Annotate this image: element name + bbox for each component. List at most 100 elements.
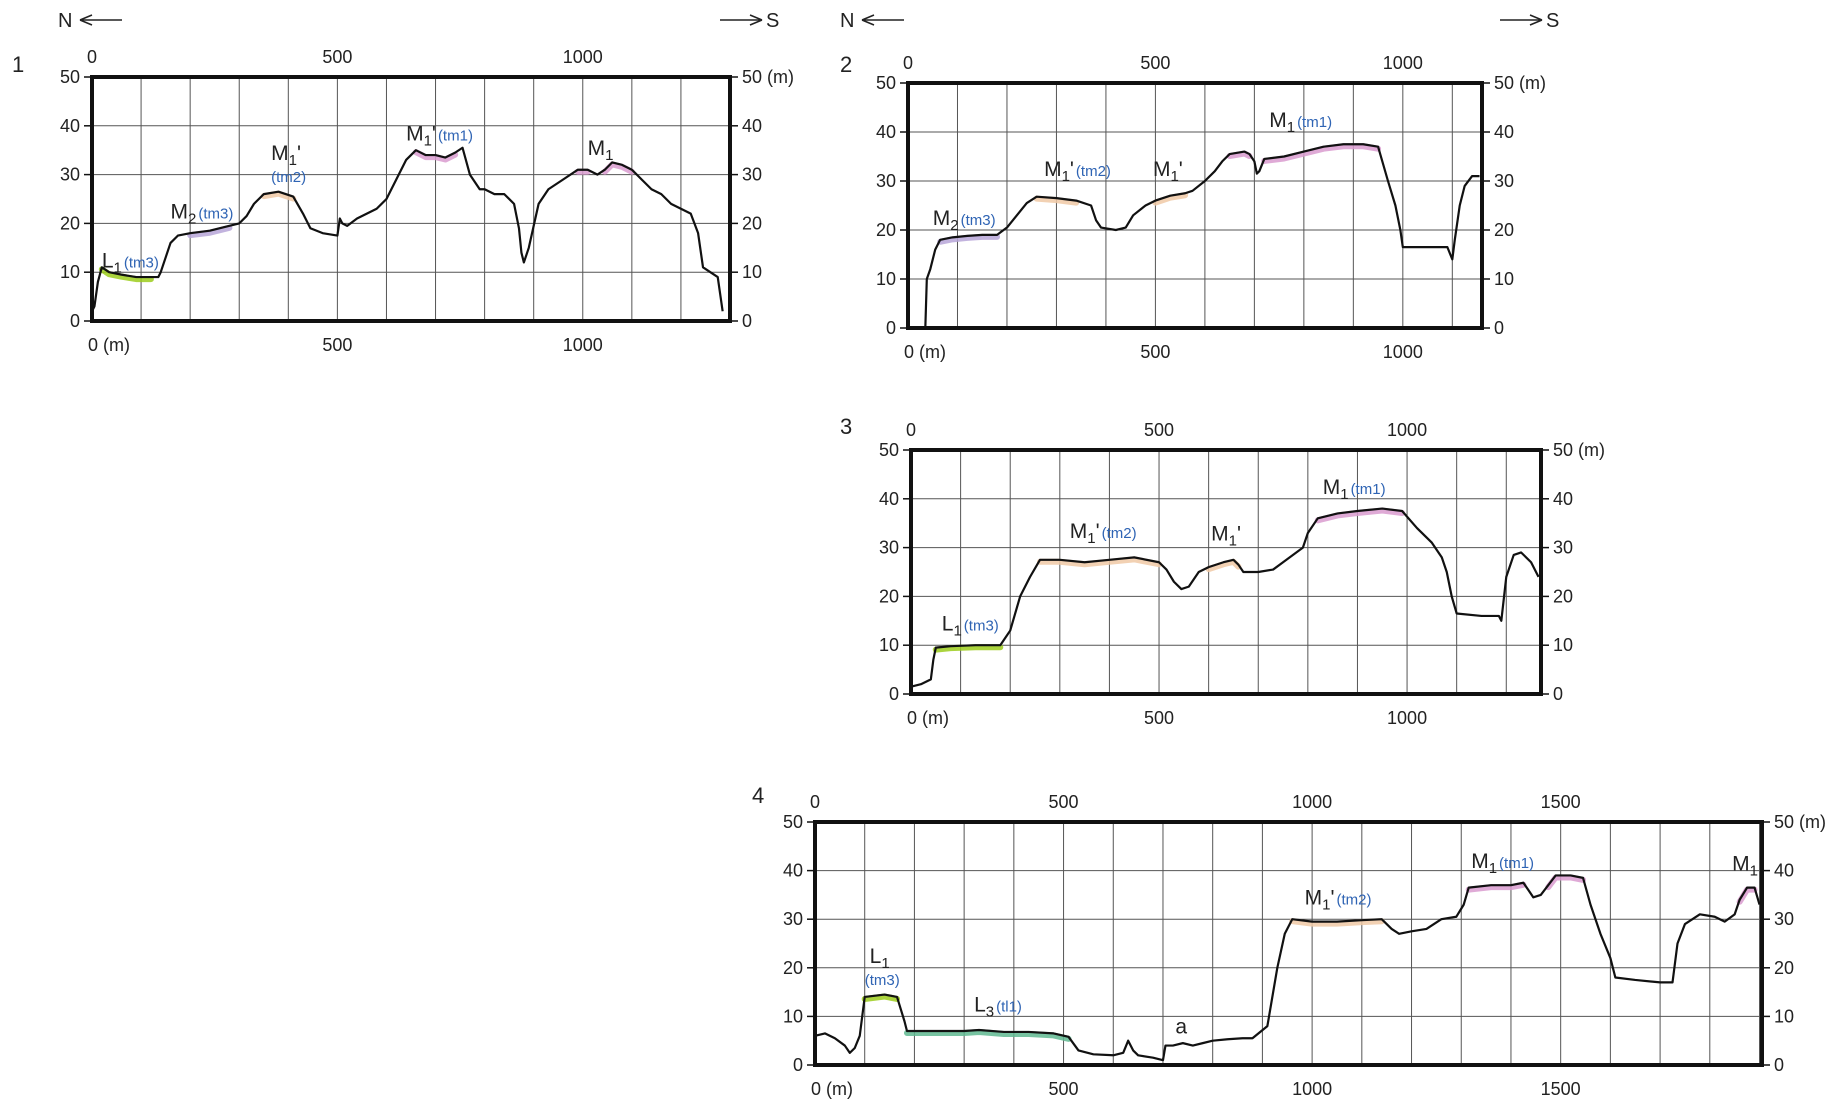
y-tick-label-left: 0 bbox=[70, 311, 80, 331]
y-tick-label-left: 50 bbox=[60, 67, 80, 87]
terrace-label: M1 (tm1) bbox=[1269, 109, 1332, 136]
x-tick-label-top: 1000 bbox=[1383, 53, 1423, 73]
elevation-profile-line bbox=[91, 146, 724, 312]
north-label: N bbox=[840, 10, 854, 32]
terrace-code: (tm1) bbox=[1351, 481, 1386, 498]
terrace-label: M2 (tm3) bbox=[933, 207, 996, 234]
terrace-label-subscript: 1 bbox=[1489, 860, 1497, 877]
y-tick-label-left: 30 bbox=[783, 909, 803, 929]
terrace-label-subscript: 1 bbox=[1287, 119, 1295, 136]
y-tick-label-left: 40 bbox=[60, 116, 80, 136]
y-tick-label-left: 50 bbox=[876, 73, 896, 93]
terrace-label-main: M bbox=[1323, 476, 1341, 499]
terrace-label-subscript: 1 bbox=[881, 955, 889, 972]
y-tick-label-left: 20 bbox=[876, 220, 896, 240]
terrace-label: a bbox=[1175, 1015, 1187, 1038]
terrace-code: (tm1) bbox=[438, 127, 473, 144]
terrace-label: M1 (tm1) bbox=[1323, 476, 1386, 503]
y-tick-label-left: 50 bbox=[783, 812, 803, 832]
x-tick-label-bottom: 1000 bbox=[1292, 1079, 1332, 1099]
y-tick-label-right: 40 bbox=[1553, 489, 1573, 509]
y-tick-label-right: 50 (m) bbox=[742, 67, 794, 87]
terrace-surface-m1p bbox=[1289, 918, 1385, 927]
terrace-surface-m2 bbox=[187, 224, 233, 239]
panel-number: 1 bbox=[12, 52, 24, 77]
grid-lines bbox=[908, 83, 1482, 328]
y-tick-label-left: 10 bbox=[60, 262, 80, 282]
x-tick-label-top: 1000 bbox=[1292, 792, 1332, 812]
terrace-surface-m1p bbox=[1033, 195, 1080, 206]
terrace-label-main: M bbox=[1211, 522, 1229, 545]
terrace-label-subscript: 1 bbox=[605, 147, 613, 164]
y-tick-label-left: 50 bbox=[879, 440, 899, 460]
terrace-surface-m1p bbox=[1152, 192, 1189, 206]
elevation-profile-line bbox=[910, 507, 1540, 688]
y-tick-label-right: 10 bbox=[1774, 1006, 1794, 1026]
x-tick-label-top: 1000 bbox=[563, 47, 603, 67]
x-tick-label-top: 0 bbox=[87, 47, 97, 67]
x-tick-label-bottom: 1000 bbox=[1383, 342, 1423, 362]
terrace-code: (tm3) bbox=[124, 254, 159, 271]
terrace-label: (tm3) bbox=[865, 972, 900, 989]
plot-frame bbox=[906, 81, 1484, 330]
terrace-code: (tm1) bbox=[1499, 855, 1534, 872]
terrace-surface-m1 bbox=[1545, 874, 1587, 891]
grid-lines bbox=[815, 822, 1762, 1065]
x-tick-label-bottom: 500 bbox=[1140, 342, 1170, 362]
x-tick-label-bottom: 1000 bbox=[1387, 708, 1427, 728]
y-tick-label-right: 10 bbox=[1553, 635, 1573, 655]
x-tick-label-top: 0 bbox=[810, 792, 820, 812]
x-tick-label-bottom: 0 (m) bbox=[907, 708, 949, 728]
y-tick-label-right: 0 bbox=[742, 311, 752, 331]
terrace-code: (tm2) bbox=[1102, 525, 1137, 542]
terrace-label: M1' bbox=[271, 142, 301, 169]
terrace-surface-m1 bbox=[1314, 507, 1406, 524]
y-tick-label-right: 40 bbox=[742, 116, 762, 136]
y-tick-label-right: 50 (m) bbox=[1553, 440, 1605, 460]
y-tick-label-right: 30 bbox=[1494, 171, 1514, 191]
terrace-surface-m1 bbox=[1465, 881, 1527, 893]
y-tick-label-left: 40 bbox=[879, 489, 899, 509]
terrace-label-main: M bbox=[933, 207, 951, 230]
terrace-label: (tm2) bbox=[271, 169, 306, 186]
x-tick-label-bottom: 1500 bbox=[1541, 1079, 1581, 1099]
terrace-label: M1' (tm2) bbox=[1044, 158, 1111, 185]
y-tick-label-right: 0 bbox=[1553, 684, 1563, 704]
terrace-code: (tm3) bbox=[964, 618, 999, 635]
terrace-surface-m1 bbox=[601, 161, 635, 175]
terrace-label-subscript: 1 bbox=[1062, 168, 1070, 185]
terrace-label-main: M bbox=[406, 122, 424, 145]
terrace-label-main: M bbox=[588, 137, 606, 160]
terrace-label: M1' (tm2) bbox=[1305, 887, 1372, 914]
terrace-label-subscript: 3 bbox=[986, 1004, 994, 1021]
x-tick-label-top: 0 bbox=[903, 53, 913, 73]
y-tick-label-left: 10 bbox=[876, 269, 896, 289]
terrace-label-prime: ' bbox=[297, 142, 301, 165]
terrace-label-main: L bbox=[942, 613, 954, 636]
y-tick-label-right: 0 bbox=[1774, 1055, 1784, 1075]
terrace-code: (tm1) bbox=[1297, 114, 1332, 131]
y-tick-label-right: 10 bbox=[1494, 269, 1514, 289]
terrace-surface-l1 bbox=[98, 266, 154, 283]
terrace-label-main: L bbox=[974, 994, 986, 1017]
terrace-surface-m1 bbox=[1261, 143, 1382, 164]
south-label: S bbox=[1546, 10, 1559, 32]
terrace-label-main: M bbox=[1070, 520, 1088, 543]
terrace-label-main: M bbox=[1269, 109, 1287, 132]
terrace-label-subscript: 1 bbox=[1322, 897, 1330, 914]
y-tick-label-right: 20 bbox=[742, 213, 762, 233]
x-tick-label-bottom: 500 bbox=[322, 335, 352, 355]
x-tick-label-bottom: 500 bbox=[1049, 1079, 1079, 1099]
y-tick-label-left: 0 bbox=[889, 684, 899, 704]
y-tick-label-right: 40 bbox=[1494, 122, 1514, 142]
terrace-label: M1' (tm2) bbox=[1070, 520, 1137, 547]
plot-frame bbox=[909, 448, 1543, 696]
x-tick-label-top: 500 bbox=[1144, 420, 1174, 440]
terrace-label-subscript: 1 bbox=[1340, 486, 1348, 503]
y-tick-label-left: 0 bbox=[793, 1055, 803, 1075]
x-tick-label-top: 500 bbox=[322, 47, 352, 67]
